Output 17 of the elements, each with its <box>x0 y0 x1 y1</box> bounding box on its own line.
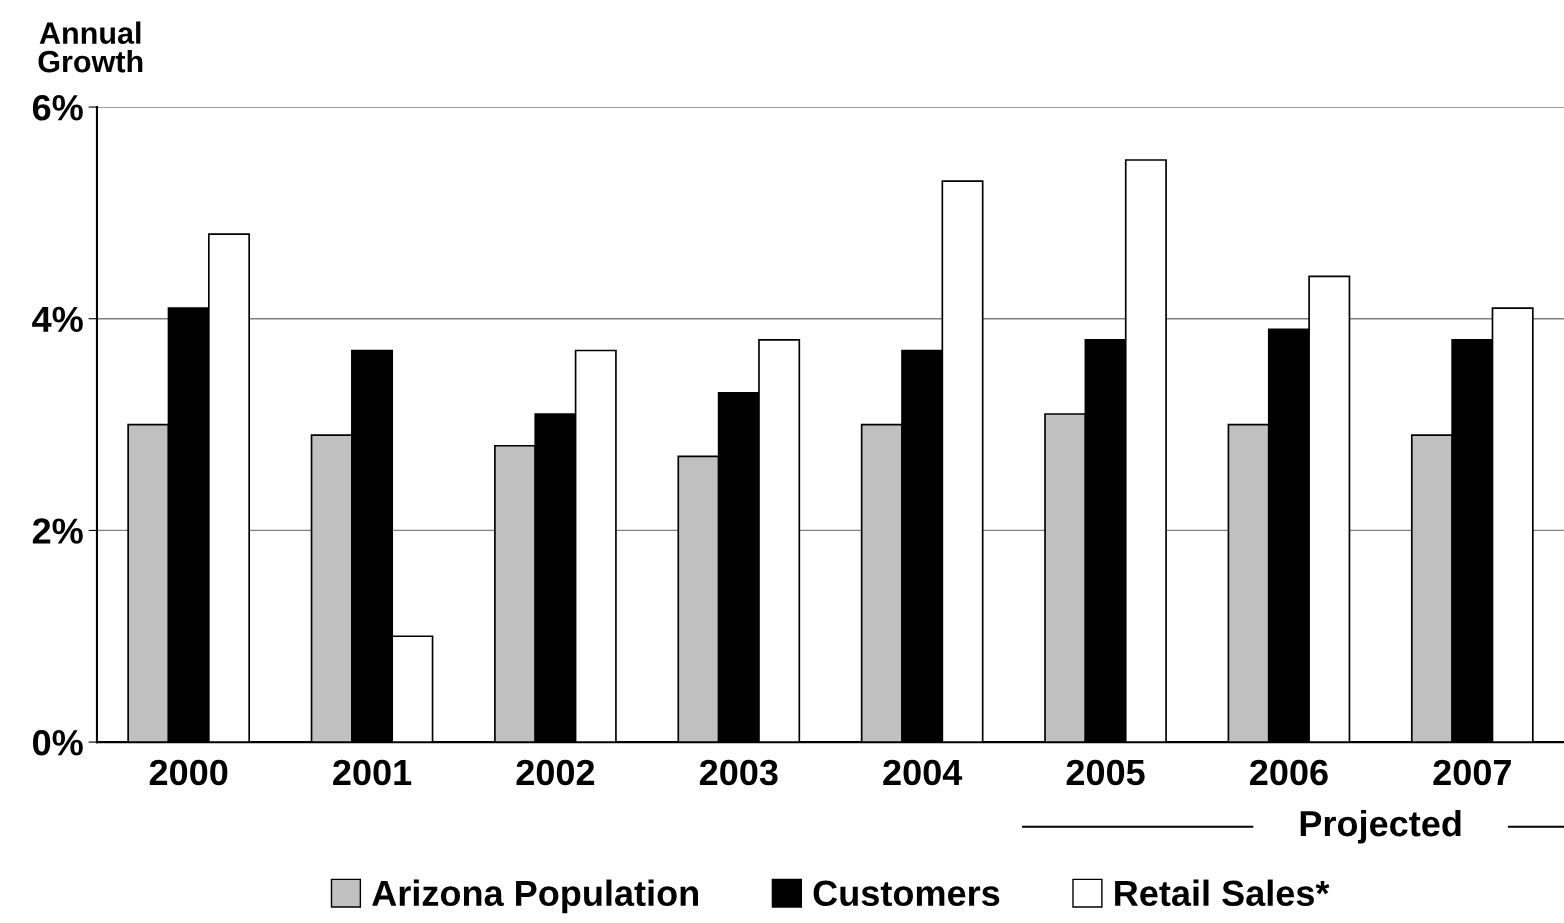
y-tick-label: 6% <box>32 94 83 121</box>
x-tick-label: 2003 <box>699 759 778 786</box>
legend-label: Arizona Population <box>372 879 698 914</box>
y-tick-label: 0% <box>33 729 83 756</box>
text: Projected <box>1300 809 1461 844</box>
y-tick-label: 2% <box>32 518 83 544</box>
x-tick-label: 2000 <box>149 759 228 786</box>
legend-label: Customers <box>813 880 1000 907</box>
y-axis-title: Annual Growth <box>38 21 143 73</box>
y-tick-label: 4% <box>32 306 83 333</box>
x-tick-label: 2005 <box>1066 759 1145 786</box>
x-tick-label: 2006 <box>1250 759 1328 786</box>
legend-label: Retail Sales* <box>1115 879 1330 907</box>
x-tick-label: 2001 <box>333 759 412 786</box>
x-tick-label: 2002 <box>516 759 595 786</box>
x-tick-label: 2007 <box>1433 759 1511 786</box>
x-tick-label: 2004 <box>883 759 963 786</box>
